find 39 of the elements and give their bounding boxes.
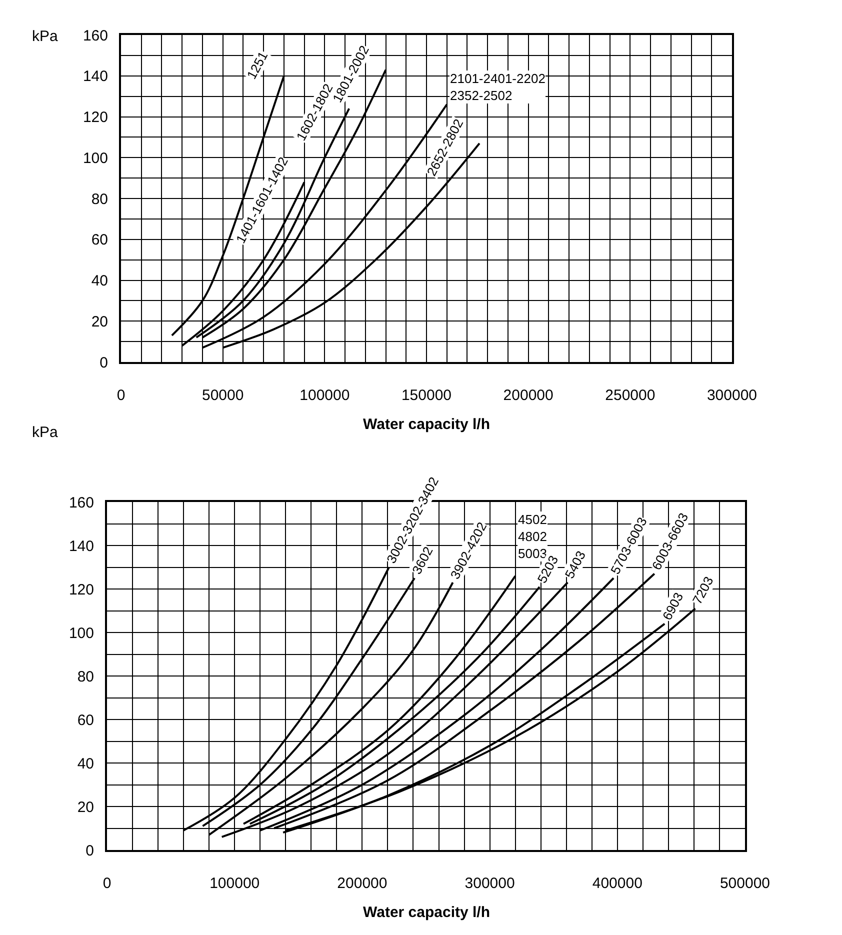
x-axis-title: Water capacity l/h [363, 904, 490, 921]
x-tick-label: 500000 [720, 875, 770, 892]
y-tick-label: 0 [100, 354, 108, 372]
x-tick-label: 200000 [337, 875, 388, 892]
x-tick-label: 0 [116, 387, 126, 404]
x-tick-label: 150000 [401, 387, 452, 404]
y-tick-label: 140 [82, 68, 108, 86]
y-tick-label: 60 [91, 232, 108, 249]
x-axis-title: Water capacity l/h [363, 416, 490, 433]
text: 5403 [562, 548, 589, 581]
y-tick-label: 40 [91, 272, 108, 290]
y-tick-label: 120 [68, 581, 94, 598]
y-tick-label: 80 [77, 668, 94, 686]
x-tick-label: 200000 [503, 387, 554, 404]
y-tick-label: 160 [82, 27, 108, 44]
y-tick-label: 100 [68, 624, 94, 642]
x-tick-label: 50000 [202, 387, 244, 404]
y-axis-title: kPa [32, 28, 59, 45]
y-tick-label: 120 [82, 109, 108, 126]
text: 1251 [244, 48, 271, 82]
y-tick-label: 20 [77, 798, 94, 816]
x-tick-label: 100000 [210, 875, 260, 892]
y-tick-label: 0 [86, 842, 94, 860]
y-tick-label: 160 [68, 494, 94, 512]
y-tick-label: 40 [77, 755, 94, 772]
y-tick-label: 60 [77, 712, 94, 729]
x-tick-label: 400000 [592, 875, 642, 892]
y-tick-label: 100 [82, 150, 108, 167]
x-tick-label: 300000 [706, 387, 758, 404]
series-label: 2101-2401-2202 2352-2502 [450, 71, 546, 103]
text: 7203 [689, 574, 716, 607]
y-tick-label: 20 [91, 313, 108, 330]
y-tick-label: 80 [91, 190, 108, 208]
text: 6903 [659, 590, 686, 623]
x-tick-label: 250000 [605, 387, 656, 404]
x-tick-label: 300000 [464, 875, 515, 892]
y-tick-label: 140 [68, 538, 94, 555]
x-tick-label: 100000 [300, 387, 350, 404]
y-axis-title: kPa [32, 424, 59, 441]
